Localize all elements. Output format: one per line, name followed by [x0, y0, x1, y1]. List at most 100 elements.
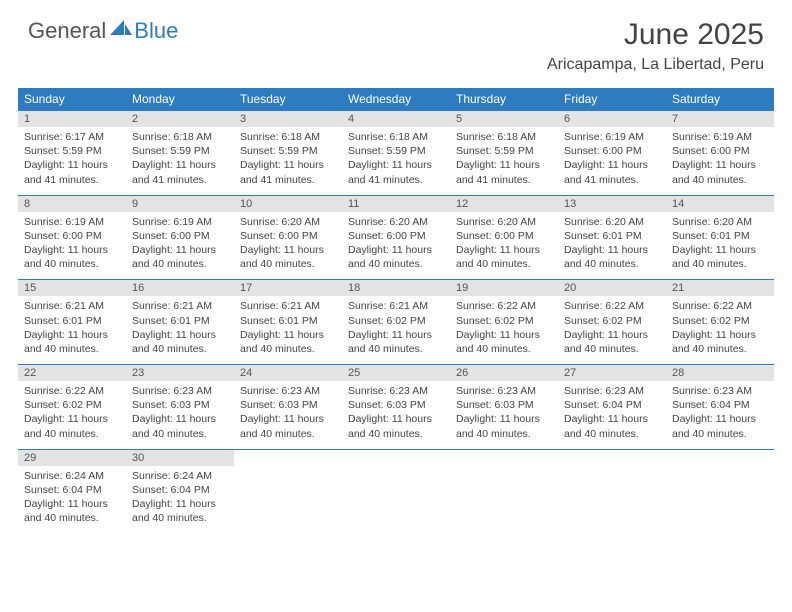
week-row: 22Sunrise: 6:22 AMSunset: 6:02 PMDayligh… — [18, 365, 774, 450]
daylight-line: Daylight: 11 hours and 40 minutes. — [132, 412, 228, 440]
sunrise-line: Sunrise: 6:21 AM — [132, 299, 228, 313]
sunset-line: Sunset: 6:03 PM — [132, 398, 228, 412]
day-cell: 16 Sunrise: 6:21 AMSunset: 6:01 PMDayligh… — [126, 280, 234, 365]
daylight-line: Daylight: 11 hours and 41 minutes. — [240, 158, 336, 186]
day-number: 8 — [18, 196, 126, 212]
day-number: 29 — [18, 450, 126, 466]
sunrise-line: Sunrise: 6:18 AM — [240, 130, 336, 144]
day-number: 11 — [342, 196, 450, 212]
month-title: June 2025 — [547, 18, 764, 52]
sunset-line: Sunset: 6:00 PM — [672, 144, 768, 158]
sunrise-line: Sunrise: 6:18 AM — [348, 130, 444, 144]
day-number-empty — [666, 450, 774, 466]
sunrise-line: Sunrise: 6:22 AM — [24, 384, 120, 398]
day-cell: 2Sunrise: 6:18 AMSunset: 5:59 PMDaylight… — [126, 111, 234, 196]
sunrise-line: Sunrise: 6:18 AM — [456, 130, 552, 144]
day-body: Sunrise: 6:18 AMSunset: 5:59 PMDaylight:… — [450, 127, 558, 195]
day-body: Sunrise: 6:20 AMSunset: 6:00 PMDaylight:… — [450, 212, 558, 280]
daylight-line: Daylight: 11 hours and 41 minutes. — [24, 158, 120, 186]
day-number-empty — [342, 450, 450, 466]
weekday-header: Saturday — [666, 88, 774, 111]
day-body: Sunrise: 6:23 AMSunset: 6:04 PMDaylight:… — [666, 381, 774, 449]
sunset-line: Sunset: 6:00 PM — [348, 229, 444, 243]
sunrise-line: Sunrise: 6:24 AM — [24, 469, 120, 483]
day-number: 16 — [126, 280, 234, 296]
day-number: 7 — [666, 111, 774, 127]
day-cell — [342, 449, 450, 533]
sunrise-line: Sunrise: 6:22 AM — [456, 299, 552, 313]
day-number: 30 — [126, 450, 234, 466]
daylight-line: Daylight: 11 hours and 40 minutes. — [348, 243, 444, 271]
sunrise-line: Sunrise: 6:19 AM — [132, 215, 228, 229]
day-body-empty — [558, 466, 666, 528]
daylight-line: Daylight: 11 hours and 40 minutes. — [132, 328, 228, 356]
day-number: 4 — [342, 111, 450, 127]
weekday-header: Wednesday — [342, 88, 450, 111]
weekday-header-row: SundayMondayTuesdayWednesdayThursdayFrid… — [18, 88, 774, 111]
sunset-line: Sunset: 6:00 PM — [564, 144, 660, 158]
week-row: 8Sunrise: 6:19 AMSunset: 6:00 PMDaylight… — [18, 195, 774, 280]
daylight-line: Daylight: 11 hours and 40 minutes. — [24, 497, 120, 525]
sunset-line: Sunset: 5:59 PM — [456, 144, 552, 158]
day-number: 27 — [558, 365, 666, 381]
sunset-line: Sunset: 6:02 PM — [564, 314, 660, 328]
sunset-line: Sunset: 6:01 PM — [24, 314, 120, 328]
day-cell: 21Sunrise: 6:22 AMSunset: 6:02 PMDayligh… — [666, 280, 774, 365]
weekday-header: Sunday — [18, 88, 126, 111]
day-cell: 10Sunrise: 6:20 AMSunset: 6:00 PMDayligh… — [234, 195, 342, 280]
daylight-line: Daylight: 11 hours and 40 minutes. — [24, 412, 120, 440]
sunset-line: Sunset: 6:00 PM — [240, 229, 336, 243]
day-cell: 9Sunrise: 6:19 AMSunset: 6:00 PMDaylight… — [126, 195, 234, 280]
sunset-line: Sunset: 6:04 PM — [132, 483, 228, 497]
day-cell: 28Sunrise: 6:23 AMSunset: 6:04 PMDayligh… — [666, 365, 774, 450]
logo: General Blue — [28, 18, 178, 44]
day-cell: 22Sunrise: 6:22 AMSunset: 6:02 PMDayligh… — [18, 365, 126, 450]
day-body: Sunrise: 6:22 AMSunset: 6:02 PMDaylight:… — [450, 296, 558, 364]
daylight-line: Daylight: 11 hours and 41 minutes. — [132, 158, 228, 186]
day-cell — [450, 449, 558, 533]
day-body: Sunrise: 6:22 AMSunset: 6:02 PMDaylight:… — [666, 296, 774, 364]
sunset-line: Sunset: 6:04 PM — [24, 483, 120, 497]
day-cell: 19Sunrise: 6:22 AMSunset: 6:02 PMDayligh… — [450, 280, 558, 365]
day-number: 1 — [18, 111, 126, 127]
day-body: Sunrise: 6:23 AMSunset: 6:04 PMDaylight:… — [558, 381, 666, 449]
sunset-line: Sunset: 6:01 PM — [672, 229, 768, 243]
sunrise-line: Sunrise: 6:23 AM — [672, 384, 768, 398]
sunset-line: Sunset: 6:00 PM — [132, 229, 228, 243]
day-body: Sunrise: 6:21 AMSunset: 6:01 PMDaylight:… — [18, 296, 126, 364]
day-body: Sunrise: 6:23 AMSunset: 6:03 PMDaylight:… — [450, 381, 558, 449]
day-number: 3 — [234, 111, 342, 127]
sunrise-line: Sunrise: 6:20 AM — [240, 215, 336, 229]
sunrise-line: Sunrise: 6:18 AM — [132, 130, 228, 144]
day-body: Sunrise: 6:23 AMSunset: 6:03 PMDaylight:… — [342, 381, 450, 449]
day-number: 20 — [558, 280, 666, 296]
sunset-line: Sunset: 6:03 PM — [456, 398, 552, 412]
daylight-line: Daylight: 11 hours and 40 minutes. — [24, 243, 120, 271]
weekday-header: Monday — [126, 88, 234, 111]
header: General Blue June 2025 Aricapampa, La Li… — [0, 0, 792, 82]
day-number-empty — [450, 450, 558, 466]
day-body-empty — [450, 466, 558, 528]
weekday-header: Friday — [558, 88, 666, 111]
day-cell: 5Sunrise: 6:18 AMSunset: 5:59 PMDaylight… — [450, 111, 558, 196]
daylight-line: Daylight: 11 hours and 40 minutes. — [672, 243, 768, 271]
day-cell: 18Sunrise: 6:21 AMSunset: 6:02 PMDayligh… — [342, 280, 450, 365]
day-body: Sunrise: 6:19 AMSunset: 6:00 PMDaylight:… — [18, 212, 126, 280]
daylight-line: Daylight: 11 hours and 40 minutes. — [132, 243, 228, 271]
day-number: 17 — [234, 280, 342, 296]
sunset-line: Sunset: 6:01 PM — [132, 314, 228, 328]
day-cell: 25Sunrise: 6:23 AMSunset: 6:03 PMDayligh… — [342, 365, 450, 450]
day-cell: 15Sunrise: 6:21 AMSunset: 6:01 PMDayligh… — [18, 280, 126, 365]
daylight-line: Daylight: 11 hours and 40 minutes. — [348, 328, 444, 356]
daylight-line: Daylight: 11 hours and 40 minutes. — [456, 243, 552, 271]
day-number: 13 — [558, 196, 666, 212]
daylight-line: Daylight: 11 hours and 40 minutes. — [24, 328, 120, 356]
day-number: 26 — [450, 365, 558, 381]
day-body: Sunrise: 6:19 AMSunset: 6:00 PMDaylight:… — [558, 127, 666, 195]
daylight-line: Daylight: 11 hours and 41 minutes. — [456, 158, 552, 186]
day-body: Sunrise: 6:21 AMSunset: 6:01 PMDaylight:… — [234, 296, 342, 364]
daylight-line: Daylight: 11 hours and 40 minutes. — [672, 158, 768, 186]
day-body: Sunrise: 6:23 AMSunset: 6:03 PMDaylight:… — [234, 381, 342, 449]
day-cell: 7Sunrise: 6:19 AMSunset: 6:00 PMDaylight… — [666, 111, 774, 196]
sunset-line: Sunset: 6:02 PM — [456, 314, 552, 328]
